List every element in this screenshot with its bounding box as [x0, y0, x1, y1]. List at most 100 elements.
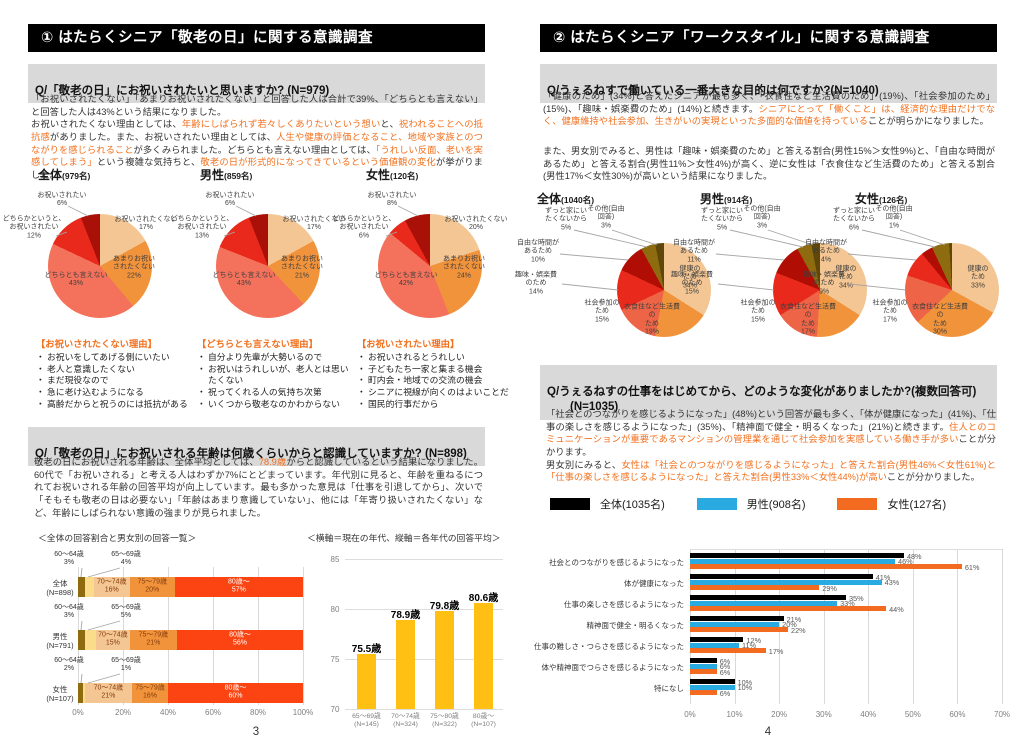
hbar-bar	[690, 574, 873, 579]
pie	[905, 243, 999, 337]
body-text: 敬老の日にお祝いされる年齢は、全体平均としては、	[34, 457, 259, 467]
group-n: (126名)	[879, 195, 908, 205]
gridline	[868, 549, 870, 704]
bar-value-label: 12%	[746, 635, 762, 645]
hbar-bar	[690, 690, 717, 695]
pie-slice-label: お祝いされたくない 17%	[282, 215, 346, 231]
page4-number: 4	[764, 726, 772, 738]
pie-chart-全体: 全体(979名) お祝いされたくない 17% あまりお祝い されたくない 22% どち…	[3, 166, 222, 366]
row-label: 全体 (N=898)	[46, 579, 74, 598]
bar-value-label: 6%	[719, 667, 731, 677]
page3-q1-paragraph: 「お祝いされたくない」「あまりお祝いされたくない」と回答した人は合計で39%、「…	[31, 93, 483, 181]
bar-value-label: 10%	[737, 683, 753, 692]
bar-value-label: 6%	[719, 656, 731, 666]
category-label: 体や精神面でつらさを感じるようになった	[541, 663, 685, 672]
x-axis-tick: 80%	[249, 708, 267, 717]
pie	[216, 214, 320, 318]
hbar-bar	[690, 679, 735, 684]
bar-value-label: 29%	[822, 583, 837, 593]
pie-slice-label: 趣味・娯楽費 のため 9%	[803, 271, 845, 296]
bar-value-label: 11%	[742, 641, 757, 650]
page3-question2-bar: Q/「敬老の日」にお祝いされる年齢は何歳くらいからと認識していますか? (N=8…	[28, 427, 485, 467]
legend-label: 男性(908名)	[746, 499, 806, 511]
hbar-bar	[690, 658, 717, 663]
reason-item: 自分より先輩が大勢いるので	[197, 352, 357, 364]
bar-value-label: 22%	[791, 625, 806, 635]
bar-value-label: 48%	[906, 551, 922, 561]
segment-label: 80歳～ 56%	[229, 631, 251, 647]
row-label: 男性 (N=791)	[46, 632, 74, 651]
bar-segment	[96, 630, 130, 650]
page4-q2-paragraph: 「社会とのつながりを感じるようになった」(48%)という回答が最も多く、「体が健…	[546, 408, 996, 484]
pie-slice-label: あまりお祝い されたくない 22%	[113, 255, 155, 280]
reason-item: お祝いはうれしいが、老人とは思いたくない	[197, 364, 357, 387]
gridline	[690, 549, 691, 704]
pie-chart-男性: 男性(859名) お祝いされたくない 17% あまりお祝い されたくない 21% どち…	[171, 166, 390, 366]
gridline	[345, 659, 503, 660]
legend-swatch	[837, 498, 878, 510]
reason-column: 【お祝いされたい理由】お祝いされるとうれしい子どもたち一家と集まる機会町内会・地…	[357, 338, 517, 410]
hbar-bar	[690, 558, 896, 564]
pie-slice-label: どちらとも言えない 43%	[212, 271, 276, 287]
pie-group-title: 全体(1040名)	[537, 190, 594, 207]
x-axis-tick: 0%	[684, 710, 696, 719]
pie-slice-label: その他(自由 回答) 3%	[587, 205, 625, 230]
hbar-bar	[690, 642, 740, 648]
hbar-bar	[690, 648, 766, 653]
bar-segment	[177, 630, 303, 650]
category-label: 精神面で健全・明るくなった	[586, 621, 685, 630]
bar-value-label: 61%	[964, 562, 980, 572]
bar-segment	[129, 630, 177, 650]
highlighted-text: 住人とのコミュニケーションが重要であるマンションの管理業を通じて社会参加を実感し…	[546, 421, 996, 445]
hbar-bar	[690, 663, 717, 669]
segment-callout: 65～69歳 1%	[111, 657, 141, 673]
gridline	[345, 609, 503, 610]
bar-value-label: 46%	[898, 557, 913, 566]
x-axis-tick: 0%	[72, 708, 84, 717]
hbar-bar	[690, 627, 789, 632]
pie-slice-label: あまりお祝い されたくない 21%	[281, 255, 323, 280]
page4-title-bar: ② はたらくシニア「ワークスタイル」に関する意識調査	[540, 24, 997, 52]
body-text: また、男女別でみると、男性は「趣味・娯楽費のため」と答える割合(男性15%＞女性…	[543, 146, 995, 182]
legend-swatch	[696, 498, 737, 510]
pie-group-title: 全体(979名)	[38, 166, 90, 183]
x-axis-tick: 80歳～ (N=107)	[471, 713, 496, 729]
body-text: が多くみられました。どちらとも言えない理由としては、	[133, 144, 376, 155]
bar-value-label: 35%	[849, 593, 864, 603]
pie	[48, 214, 152, 318]
pie-slice-label: お祝いされたい 8%	[367, 191, 417, 207]
reason-item: 高齢だからと祝うのには抵抗がある	[36, 399, 196, 411]
page4-question1: Q/うぇるねすで働いている一番大きな目的は何ですか?(N=1040)	[547, 84, 879, 97]
pie-slice-label: 衣食住など生活費の ため 17%	[780, 303, 836, 336]
bar-segment	[129, 577, 175, 597]
group-name: 全体	[38, 168, 63, 182]
x-axis-tick: 100%	[292, 708, 314, 717]
y-axis-tick: 80	[330, 605, 340, 614]
bar-value-label: 44%	[889, 604, 904, 614]
pie-slice-label: ずっと家にい たくないから 5%	[701, 207, 743, 232]
column-chart-caption: ＜横軸＝現在の年代、縦軸＝各年代の回答平均＞	[307, 533, 501, 543]
reason-header: 【お祝いされたい理由】	[357, 339, 460, 349]
body-text: がありました。また、お祝いされたい理由としては、	[49, 131, 277, 142]
bar-value-label: 6%	[719, 688, 731, 698]
bar-segment	[168, 683, 303, 703]
pie-chart-女性: 女性(126名) 健康のため 33% 衣食住など生活費の ため 30% 社会参加の た…	[802, 190, 1002, 390]
pie-slice-label: お祝いされたくない 20%	[444, 215, 508, 231]
bar-value-label: 33%	[840, 599, 855, 608]
pie-group-title: 女性(120名)	[366, 166, 418, 183]
page3-question1-bar: Q/「敬老の日」にお祝いされたいと思いますか? (N=979)	[28, 64, 485, 104]
segment-callout: 60～64歳 3%	[54, 604, 84, 620]
gridline	[345, 709, 503, 710]
reason-header: 【お祝いされたくない理由】	[36, 339, 157, 349]
gridline	[1002, 549, 1003, 704]
bar-value-label: 10%	[737, 677, 753, 687]
category-label: 仕事の難しさ・つらさを感じるようになった	[534, 642, 684, 651]
bar-segment	[84, 577, 94, 597]
bar-chart-legend: 全体(1035名) 男性(908名) 女性(127名)	[550, 496, 968, 512]
page4-question1-bar: Q/うぇるねすで働いている一番大きな目的は何ですか?(N=1040)	[540, 64, 997, 104]
column-bar	[357, 654, 376, 709]
gridline	[823, 549, 825, 704]
pie-slice-label: 社会参加の ため 15%	[584, 299, 620, 324]
page-4: ② はたらくシニア「ワークスタイル」に関する意識調査 Q/うぇるねすで働いている…	[512, 0, 1024, 754]
